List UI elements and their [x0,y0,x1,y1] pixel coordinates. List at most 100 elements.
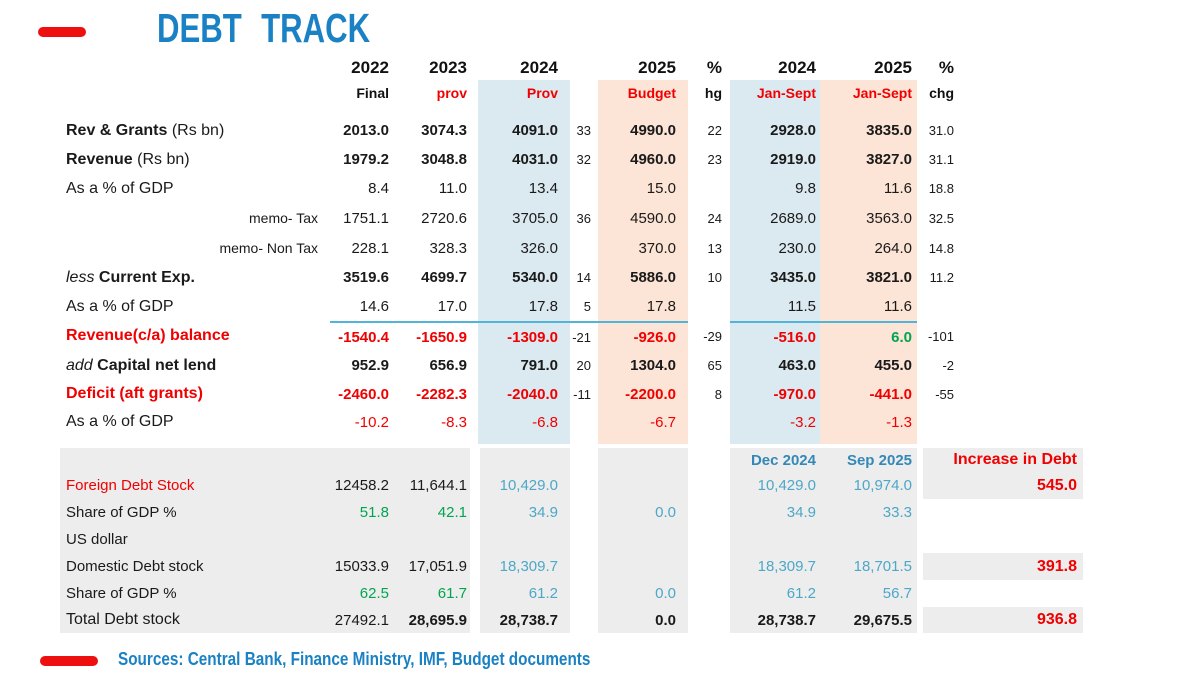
value-cell: 27492.1 [330,607,392,633]
value-cell: 18,309.7 [730,553,820,580]
row-gdp-share: As a % of GDP 14.6 17.0 17.8 5 17.8 11.5… [60,292,1083,321]
pct-cell: 5 [583,299,591,314]
value-cell: -2460.0 [338,385,389,403]
pct-header: % [938,58,954,77]
value-cell: 15033.9 [330,553,392,580]
value-cell: 455.0 [820,351,917,380]
value-cell: 61.2 [470,580,570,607]
row-us-dollar: US dollar [60,526,1083,553]
value-cell: 13.4 [470,174,570,203]
pct-cell [917,292,960,321]
value-cell: -10.2 [354,413,389,431]
year-header: 2022 [351,58,389,77]
pct-cell: 33 [576,123,591,138]
value-cell: -926.0 [598,321,688,351]
pct-cell: -21 [570,321,598,351]
value-cell: 936.8 [917,607,1083,633]
value-cell: 791.0 [470,351,570,380]
value-cell: 328.3 [429,239,467,257]
pct-cell: -2 [942,358,954,373]
spacer-row [60,106,1083,116]
value-cell: -1309.0 [470,321,570,351]
sub-header-row: Final prov Prov Budget hg Jan-Sept Jan-S… [60,80,1083,106]
pct-cell: 23 [707,152,722,167]
pct-cell: 10 [707,270,722,285]
pct-cell: -55 [935,386,954,402]
value-cell: 29,675.5 [820,607,917,633]
value-cell: 228.1 [351,239,389,257]
value-cell: 3835.0 [820,116,917,145]
pct-cell: 13 [707,240,722,256]
value-cell: 2928.0 [730,116,820,145]
cell [960,56,1083,80]
row-gdp-share-foreign: Share of GDP % 51.8 42.1 34.9 0.0 34.9 3… [60,499,1083,526]
pct-cell: 36 [576,210,591,226]
value-cell: 28,738.7 [470,607,570,633]
pct-cell: 24 [707,210,722,226]
value-cell: 391.8 [917,553,1083,580]
red-dash-top [38,27,86,37]
pct-cell: -29 [703,328,722,344]
row-label: memo- Non Tax [219,240,318,256]
pct-cell: -101 [927,328,954,344]
pct-cell [688,408,730,436]
row-memo-nontax: memo- Non Tax 228.1 328.3 326.0 370.0 13… [60,233,1083,263]
pct-cell [688,292,730,321]
debt-col-header: Increase in Debt [917,448,1083,472]
value-cell: -1.3 [820,408,917,436]
value-cell: 2689.0 [730,203,820,233]
value-cell: 656.9 [429,357,467,374]
value-cell: 33.3 [820,499,917,526]
value-cell: 1304.0 [598,351,688,380]
value-cell: 2919.0 [730,145,820,174]
value-cell: 3519.6 [343,269,389,286]
value-cell: -2200.0 [598,380,688,408]
sub-header: prov [436,85,467,101]
cell [960,80,1083,106]
row-revenue: Revenue (Rs bn) 1979.2 3048.8 4031.0 32 … [60,145,1083,174]
value-cell: -1540.4 [330,321,392,351]
year-header-row: 2022 2023 2024 2025 % 2024 2025 % [60,56,1083,80]
row-label: Share of GDP % [60,499,330,526]
value-cell: 3435.0 [730,263,820,292]
value-cell: 61.7 [392,580,470,607]
value-cell: -8.3 [441,413,467,431]
sub-header: Jan-Sept [730,80,820,106]
cell [570,80,598,106]
value-cell: 28,738.7 [730,607,820,633]
pct-cell: 11.2 [929,270,954,285]
row-gdp-share: As a % of GDP 8.4 11.0 13.4 15.0 9.8 11.… [60,174,1083,203]
red-dash-bottom [40,656,98,666]
value-cell: 463.0 [730,351,820,380]
row-gdp-share: As a % of GDP -10.2 -8.3 -6.8 -6.7 -3.2 … [60,408,1083,436]
row-label: Deficit (aft grants) [66,385,203,402]
value-cell: -2040.0 [470,380,570,408]
value-cell: 18,701.5 [820,553,917,580]
pct-cell [570,233,598,263]
sources-note: Sources: Central Bank, Finance Ministry,… [118,649,591,669]
value-cell: 12458.2 [330,472,392,499]
value-cell [598,553,688,580]
value-cell: 28,695.9 [392,607,470,633]
row-label: Domestic Debt stock [60,553,330,580]
value-cell: 326.0 [470,233,570,263]
page-title: DEBT TRACK [157,5,371,51]
value-cell: 2720.6 [421,209,467,227]
value-cell: 17.8 [470,292,570,321]
value-cell: 18,309.7 [470,553,570,580]
row-label: As a % of GDP [66,413,174,430]
value-cell: 2013.0 [343,122,389,139]
value-cell: -1650.9 [392,321,470,351]
value-cell: 5886.0 [598,263,688,292]
value-cell: -516.0 [730,321,820,351]
pct-cell: 22 [707,123,722,138]
sub-header: Jan-Sept [820,80,917,106]
value-cell [598,472,688,499]
row-label: less Current Exp. [66,268,195,286]
value-cell: -970.0 [730,380,820,408]
value-cell: 4990.0 [598,116,688,145]
value-cell: 230.0 [730,233,820,263]
value-cell: -2282.3 [416,385,467,403]
value-cell: 17,051.9 [392,553,470,580]
row-deficit: Deficit (aft grants) -2460.0 -2282.3 -20… [60,380,1083,408]
